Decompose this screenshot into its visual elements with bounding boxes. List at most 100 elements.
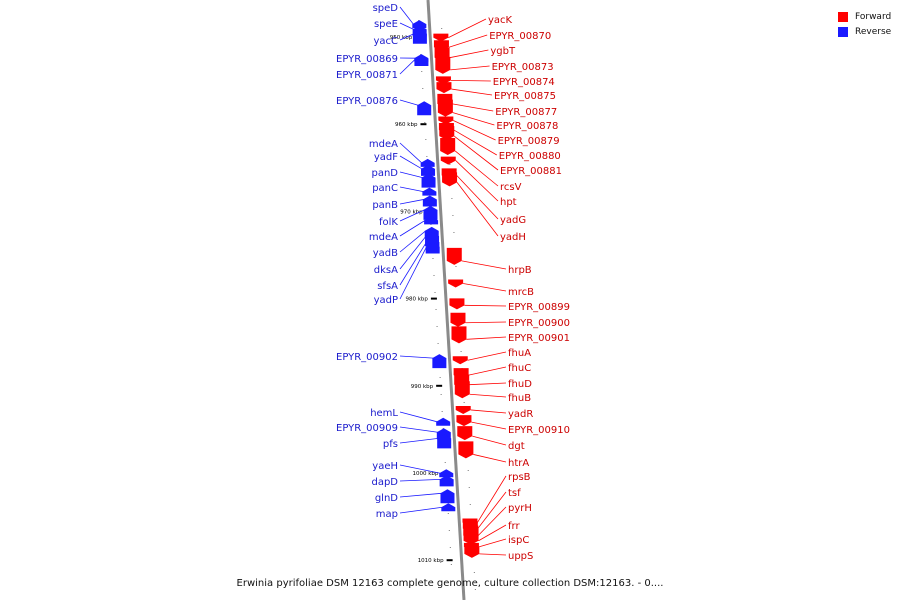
gene-leader-line [453, 120, 496, 141]
gene-feature-forward [436, 82, 452, 94]
scale-tick-label: 1000 kbp [412, 471, 438, 477]
minor-tick [449, 164, 451, 165]
gene-feature-forward [439, 126, 455, 141]
legend-swatch-reverse [838, 26, 848, 37]
gene-label-reverse: EPYR_00902 [336, 352, 398, 363]
minor-tick [444, 462, 446, 463]
gene-label-forward: pyrH [508, 503, 532, 514]
gene-label-reverse: sfsA [377, 281, 398, 292]
gene-label-forward: yadR [508, 409, 533, 420]
gene-label-reverse: speE [374, 19, 398, 30]
gene-label-forward: tsf [508, 488, 521, 499]
gene-label-reverse: EPYR_00869 [336, 54, 398, 65]
scale-tick-label: 950 kbp [390, 35, 413, 41]
gene-feature-reverse [422, 187, 437, 196]
gene-leader-line [454, 150, 499, 187]
minor-tick [435, 309, 437, 310]
gene-leader-line [471, 421, 507, 430]
gene-label-reverse: glnD [375, 493, 398, 504]
gene-feature-forward [464, 546, 480, 558]
gene-leader-line [399, 58, 416, 75]
gene-leader-line [399, 99, 419, 106]
gene-label-forward: EPYR_00901 [508, 333, 570, 344]
gene-feature-reverse [412, 20, 427, 29]
gene-leader-line [399, 142, 422, 164]
gene-feature-reverse [439, 475, 454, 487]
gene-label-forward: htrA [508, 458, 529, 469]
minor-tick [439, 377, 441, 378]
gene-feature-forward [463, 527, 479, 545]
minor-tick [424, 122, 426, 123]
gene-feature-forward [446, 247, 462, 265]
gene-leader-line [450, 65, 490, 71]
minor-tick [473, 572, 475, 573]
gene-feature-reverse [439, 469, 454, 478]
gene-feature-reverse [417, 101, 432, 116]
gene-label-forward: EPYR_00874 [493, 77, 555, 88]
gene-feature-reverse [425, 238, 440, 247]
gene-leader-line [399, 492, 442, 498]
gene-label-reverse: panD [371, 168, 398, 179]
minor-tick [460, 351, 462, 352]
gene-leader-line [399, 411, 438, 423]
minor-tick [436, 326, 438, 327]
gene-leader-line [467, 351, 507, 361]
minor-tick [455, 266, 457, 267]
gene-label-reverse: panB [372, 200, 398, 211]
gene-leader-line [463, 283, 507, 292]
gene-label-forward: yadH [500, 232, 526, 243]
gene-label-forward: fhuC [508, 363, 531, 374]
gene-label-forward: rpsB [508, 472, 531, 483]
minor-tick [433, 275, 435, 276]
gene-leader-line [399, 209, 425, 222]
minor-tick [453, 232, 455, 233]
gene-feature-reverse [432, 354, 447, 369]
gene-feature-forward [458, 441, 474, 459]
minor-tick [422, 88, 424, 89]
gene-feature-reverse [425, 242, 440, 254]
minor-tick [425, 139, 427, 140]
gene-leader-line [477, 475, 507, 523]
gene-leader-line [477, 506, 507, 536]
gene-leader-line [399, 464, 441, 474]
legend-item-forward: Forward [838, 9, 891, 24]
gene-leader-line [448, 34, 488, 48]
gene-leader-line [399, 478, 441, 482]
gene-leader-line [470, 409, 507, 414]
gene-leader-line [478, 538, 507, 548]
gene-feature-reverse [422, 195, 437, 207]
minor-tick [434, 292, 436, 293]
gene-leader-line [452, 112, 495, 126]
minor-tick [432, 258, 434, 259]
gene-leader-line [466, 336, 507, 340]
gene-label-forward: EPYR_00873 [492, 62, 554, 73]
gene-leader-line [451, 88, 493, 96]
gene-leader-line [473, 454, 507, 463]
gene-label-reverse: pfs [383, 439, 398, 450]
gene-feature-forward [456, 415, 472, 427]
gene-leader-line [454, 135, 499, 171]
gene-leader-line [399, 426, 438, 433]
gene-feature-forward [455, 405, 471, 414]
gene-label-forward: ispC [508, 535, 529, 546]
gene-label-reverse: speD [373, 3, 399, 14]
gene-leader-line [478, 524, 507, 542]
gene-leader-line [399, 22, 414, 30]
gene-label-forward: EPYR_00870 [489, 31, 551, 42]
gene-label-reverse: dapD [371, 477, 398, 488]
scale-tick-label: 1010 kbp [418, 558, 444, 564]
gene-label-forward: hrpB [508, 265, 532, 276]
gene-label-reverse: dksA [374, 265, 398, 276]
gene-label-forward: mrcB [508, 287, 534, 298]
genome-backbone [426, 0, 466, 600]
minor-tick [449, 547, 451, 548]
gene-leader-line [448, 18, 487, 38]
gene-label-reverse: EPYR_00871 [336, 70, 398, 81]
gene-label-forward: rcsV [500, 182, 522, 193]
gene-label-reverse: yaeH [372, 461, 398, 472]
gene-label-forward: EPYR_00899 [508, 302, 570, 313]
scale-tick-label: 990 kbp [411, 384, 434, 390]
gene-label-reverse: yacC [373, 36, 398, 47]
gene-feature-reverse [421, 164, 436, 176]
gene-label-forward: EPYR_00875 [494, 91, 556, 102]
